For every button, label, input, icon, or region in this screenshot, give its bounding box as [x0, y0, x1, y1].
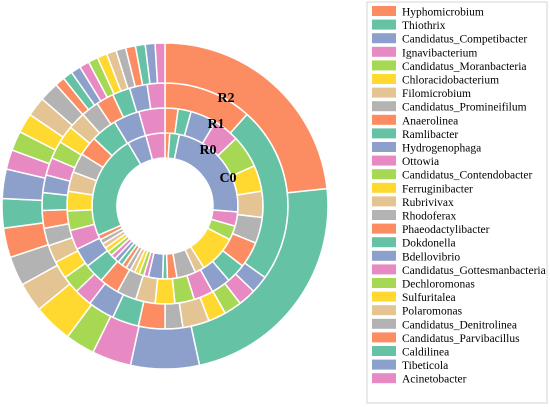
legend-swatch-phaeodactylibacter: [372, 223, 396, 234]
legend-label-filomicrobium: Filomicrobium: [402, 88, 471, 100]
legend-label-candidatus-contendobacter: Candidatus_Contendobacter: [402, 170, 532, 182]
legend-swatch-ignavibacterium: [372, 46, 396, 57]
legend-swatch-hyphomicrobium: [372, 6, 396, 16]
legend-swatch-rhodoferax: [372, 210, 396, 220]
legend-swatch-ferruginibacter: [372, 182, 396, 193]
ring-label-r0: R0: [199, 143, 216, 158]
legend-label-candidatus-competibacter: Candidatus_Competibacter: [402, 34, 527, 46]
legend-label-thiothrix: Thiothrix: [402, 20, 446, 32]
legend-label-tibeticola: Tibeticola: [402, 360, 448, 372]
legend-swatch-ramlibacter: [372, 128, 396, 139]
legend-swatch-rubrivivax: [372, 196, 396, 207]
legend-label-acinetobacter: Acinetobacter: [402, 374, 467, 386]
legend-label-candidatus-promineifilum: Candidatus_Promineifilum: [402, 102, 527, 114]
slice-r0-ferruginibacter: [154, 277, 176, 305]
legend-swatch-candidatus-contendobacter: [372, 169, 396, 180]
legend-frame: [366, 1, 548, 404]
ring-label-r1: R1: [207, 117, 224, 132]
legend-label-ferruginibacter: Ferruginibacter: [402, 183, 473, 195]
ring-label-r2: R2: [217, 91, 234, 106]
legend-swatch-ottowia: [372, 155, 396, 166]
legend-label-candidatus-denitrolinea: Candidatus_Denitrolinea: [402, 319, 517, 331]
legend-label-polaromonas: Polaromonas: [402, 306, 463, 318]
legend-swatch-anaerolinea: [372, 114, 396, 125]
legend-swatch-dechloromonas: [372, 278, 396, 288]
legend-label-hyphomicrobium: Hyphomicrobium: [402, 7, 484, 19]
legend-label-rubrivivax: Rubrivivax: [402, 197, 454, 209]
legend-swatch-polaromonas: [372, 305, 396, 316]
legend-swatch-dokdonella: [372, 237, 396, 248]
legend-swatch-thiothrix: [372, 19, 396, 30]
legend-label-dokdonella: Dokdonella: [402, 238, 456, 250]
legend-swatch-bdellovibrio: [372, 250, 396, 261]
legend-label-anaerolinea: Anaerolinea: [402, 115, 458, 127]
legend-label-bdellovibrio: Bdellovibrio: [402, 251, 460, 263]
slice-r0-filomicrobium: [236, 190, 264, 219]
legend-label-ignavibacterium: Ignavibacterium: [402, 47, 477, 59]
legend-label-ottowia: Ottowia: [402, 156, 439, 168]
legend-label-hydrogenophaga: Hydrogenophaga: [402, 143, 481, 155]
slice-r2-acinetobacter: [154, 42, 166, 85]
legend-swatch-candidatus-parvibacillus: [372, 332, 396, 343]
slice-r1-acinetobacter: [146, 82, 166, 110]
legend-label-phaeodactylibacter: Phaeodactylibacter: [402, 224, 490, 236]
legend-swatch-filomicrobium: [372, 87, 396, 98]
legend-label-chloracidobacterium: Chloracidobacterium: [402, 75, 499, 87]
legend-swatch-acinetobacter: [372, 373, 396, 384]
legend-swatch-candidatus-competibacter: [372, 33, 396, 44]
slice-r1-candidatus-promineifilum: [164, 302, 184, 330]
legend-label-ramlibacter: Ramlibacter: [402, 129, 458, 141]
legend-label-rhodoferax: Rhodoferax: [402, 211, 457, 223]
donut-rings: [1, 42, 329, 370]
legend-swatch-sulfuritalea: [372, 291, 396, 302]
legend-label-sulfuritalea: Sulfuritalea: [402, 292, 456, 304]
legend-swatch-hydrogenophaga: [372, 142, 396, 152]
slice-r2-ramlibacter: [1, 197, 45, 230]
legend-label-candidatus-gottesmanbacteria: Candidatus_Gottesmanbacteria: [402, 265, 546, 277]
legend-label-dechloromonas: Dechloromonas: [402, 279, 475, 291]
legend-swatch-tibeticola: [372, 359, 396, 370]
legend-swatch-chloracidobacterium: [372, 74, 396, 84]
legend-swatch-candidatus-promineifilum: [372, 101, 396, 112]
legend-swatch-caldilinea: [372, 346, 396, 356]
legend-swatch-candidatus-moranbacteria: [372, 60, 396, 71]
slice-r2-candidatus-competibacter: [129, 325, 201, 370]
legend-label-caldilinea: Caldilinea: [402, 347, 449, 359]
legend-label-candidatus-parvibacillus: Candidatus_Parvibacillus: [402, 333, 520, 345]
legend-label-candidatus-moranbacteria: Candidatus_Moranbacteria: [402, 61, 527, 73]
ring-label-c0: C0: [219, 171, 236, 186]
legend-swatch-candidatus-denitrolinea: [372, 318, 396, 329]
legend-swatch-candidatus-gottesmanbacteria: [372, 264, 396, 275]
